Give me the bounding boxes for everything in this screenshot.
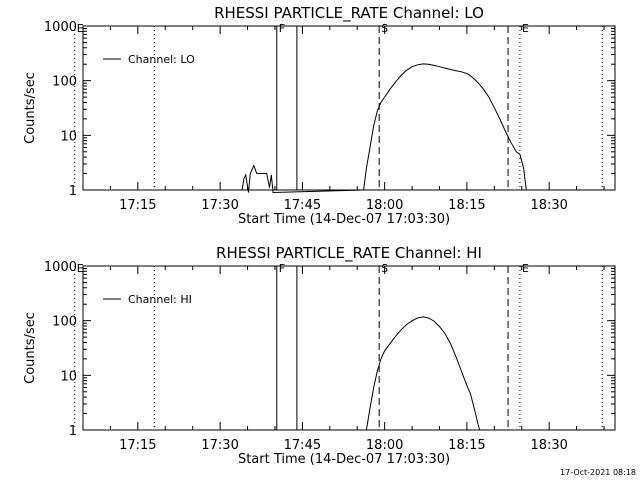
marker-label: E bbox=[522, 262, 529, 275]
marker-label: E bbox=[77, 262, 84, 275]
y-tick-label: 1 bbox=[69, 184, 77, 199]
legend-label: Channel: LO bbox=[128, 53, 195, 66]
x-tick-label: 18:30 bbox=[530, 198, 567, 213]
y-tick-label: 1000 bbox=[44, 260, 77, 275]
y-tick-label: 1 bbox=[69, 424, 77, 439]
x-tick-label: 17:15 bbox=[119, 198, 156, 213]
chart-title: RHESSI PARTICLE_RATE Channel: LO bbox=[214, 4, 484, 23]
y-axis-label: Counts/sec bbox=[23, 312, 38, 384]
x-tick-label: 17:30 bbox=[201, 438, 238, 453]
marker-label: F bbox=[279, 22, 285, 35]
x-tick-label: 18:15 bbox=[448, 198, 485, 213]
x-tick-label: 17:45 bbox=[284, 438, 321, 453]
x-tick-label: 18:30 bbox=[530, 438, 567, 453]
x-tick-label: 17:15 bbox=[119, 438, 156, 453]
y-tick-label: 100 bbox=[52, 75, 77, 90]
y-tick-label: 10 bbox=[60, 129, 77, 144]
y-tick-label: 10 bbox=[60, 369, 77, 384]
chart-title: RHESSI PARTICLE_RATE Channel: HI bbox=[216, 244, 482, 263]
hi-channel-panel: RHESSI PARTICLE_RATE Channel: HIEFSEChan… bbox=[23, 244, 616, 467]
y-tick-label: 100 bbox=[52, 315, 77, 330]
lo-channel-panel: RHESSI PARTICLE_RATE Channel: LOEFSEChan… bbox=[23, 4, 616, 227]
marker-label: F bbox=[279, 262, 285, 275]
x-tick-label: 17:45 bbox=[284, 198, 321, 213]
y-tick-label: 1000 bbox=[44, 20, 77, 35]
series-line bbox=[241, 63, 527, 194]
y-axis-label: Counts/sec bbox=[23, 72, 38, 144]
x-tick-label: 17:30 bbox=[201, 198, 238, 213]
plot-frame bbox=[82, 265, 616, 431]
x-tick-label: 18:15 bbox=[448, 438, 485, 453]
marker-label: E bbox=[522, 22, 529, 35]
legend-label: Channel: HI bbox=[128, 293, 192, 306]
x-tick-label: 18:00 bbox=[366, 198, 403, 213]
plot-frame bbox=[82, 25, 616, 191]
x-tick-label: 18:00 bbox=[366, 438, 403, 453]
x-axis-label: Start Time (14-Dec-07 17:03:30) bbox=[238, 452, 450, 467]
marker-label: E bbox=[77, 22, 84, 35]
series-line bbox=[365, 316, 481, 431]
timestamp-label: 17-Oct-2021 08:18 bbox=[560, 468, 636, 477]
x-axis-label: Start Time (14-Dec-07 17:03:30) bbox=[238, 212, 450, 227]
